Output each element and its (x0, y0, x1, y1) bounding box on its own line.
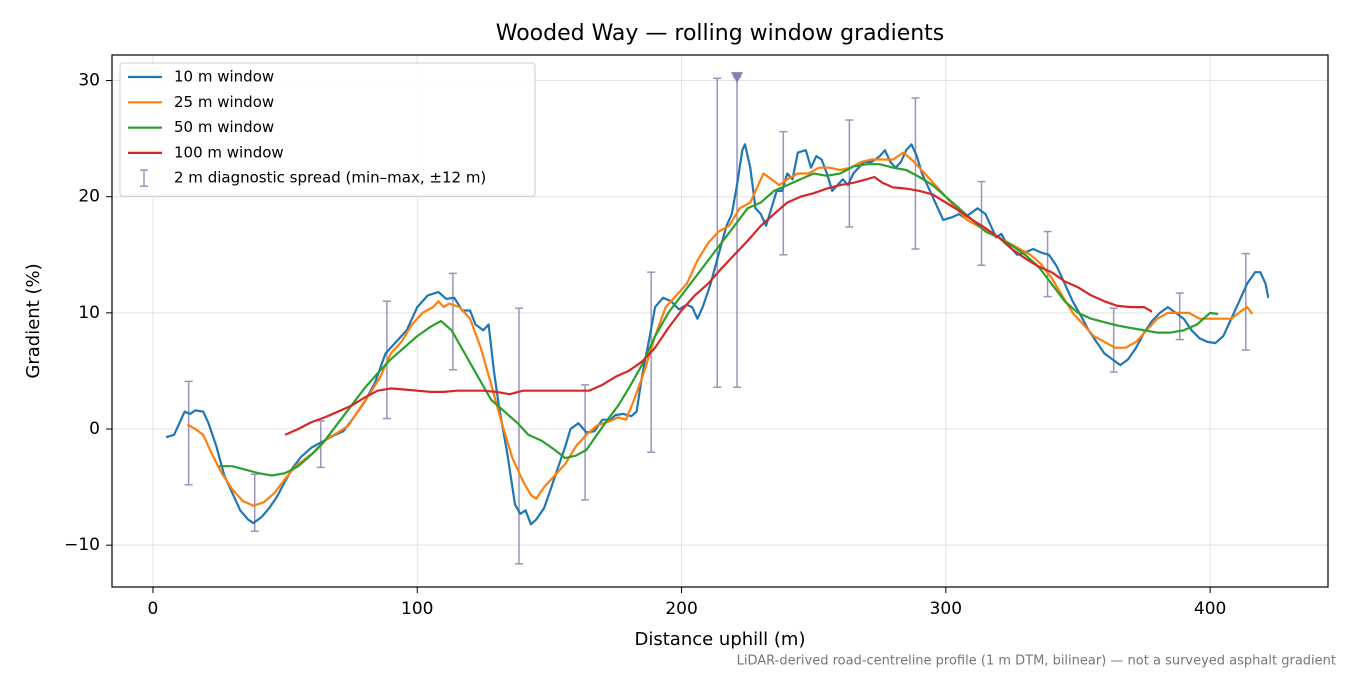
x-tick-label: 100 (401, 599, 433, 619)
peak-marker (731, 72, 744, 84)
chart-title: Wooded Way — rolling window gradients (496, 21, 945, 46)
y-tick-label: 30 (78, 71, 100, 91)
legend-label: 100 m window (174, 143, 284, 161)
x-tick-label: 200 (665, 599, 697, 619)
plot-area (165, 76, 1270, 565)
error-bar (448, 272, 457, 371)
y-tick-label: 20 (78, 187, 100, 207)
x-tick-label: 400 (1194, 599, 1226, 619)
error-bar (515, 307, 524, 565)
legend-label: 10 m window (174, 68, 274, 86)
legend-label: 2 m diagnostic spread (min–max, ±12 m) (174, 169, 486, 187)
error-bar (779, 130, 788, 256)
y-tick-label: 0 (89, 419, 100, 439)
x-tick-label: 0 (148, 599, 159, 619)
error-bar (581, 384, 590, 501)
y-tick-label: 10 (78, 303, 100, 323)
footnote: LiDAR-derived road-centreline profile (1… (737, 654, 1336, 669)
x-axis-label: Distance uphill (m) (635, 629, 806, 650)
series-line (219, 163, 1219, 477)
plot-frame (111, 54, 1329, 588)
y-tick-label: −10 (64, 535, 100, 555)
y-axis-label: Gradient (%) (23, 263, 44, 378)
error-bar (977, 180, 986, 266)
error-bar (1043, 230, 1052, 298)
legend: 10 m window 25 m window 50 m window 100 m w… (119, 62, 536, 197)
series-line (165, 143, 1270, 526)
legend-box (119, 62, 536, 197)
series-line (284, 175, 1153, 436)
error-bar (184, 380, 193, 486)
error-bar (647, 271, 656, 454)
legend-label: 50 m window (174, 118, 274, 136)
legend-label: 25 m window (174, 93, 274, 111)
error-bar (845, 119, 854, 228)
x-tick-label: 300 (930, 599, 962, 619)
error-bar (911, 97, 920, 250)
error-bar (1241, 252, 1250, 351)
